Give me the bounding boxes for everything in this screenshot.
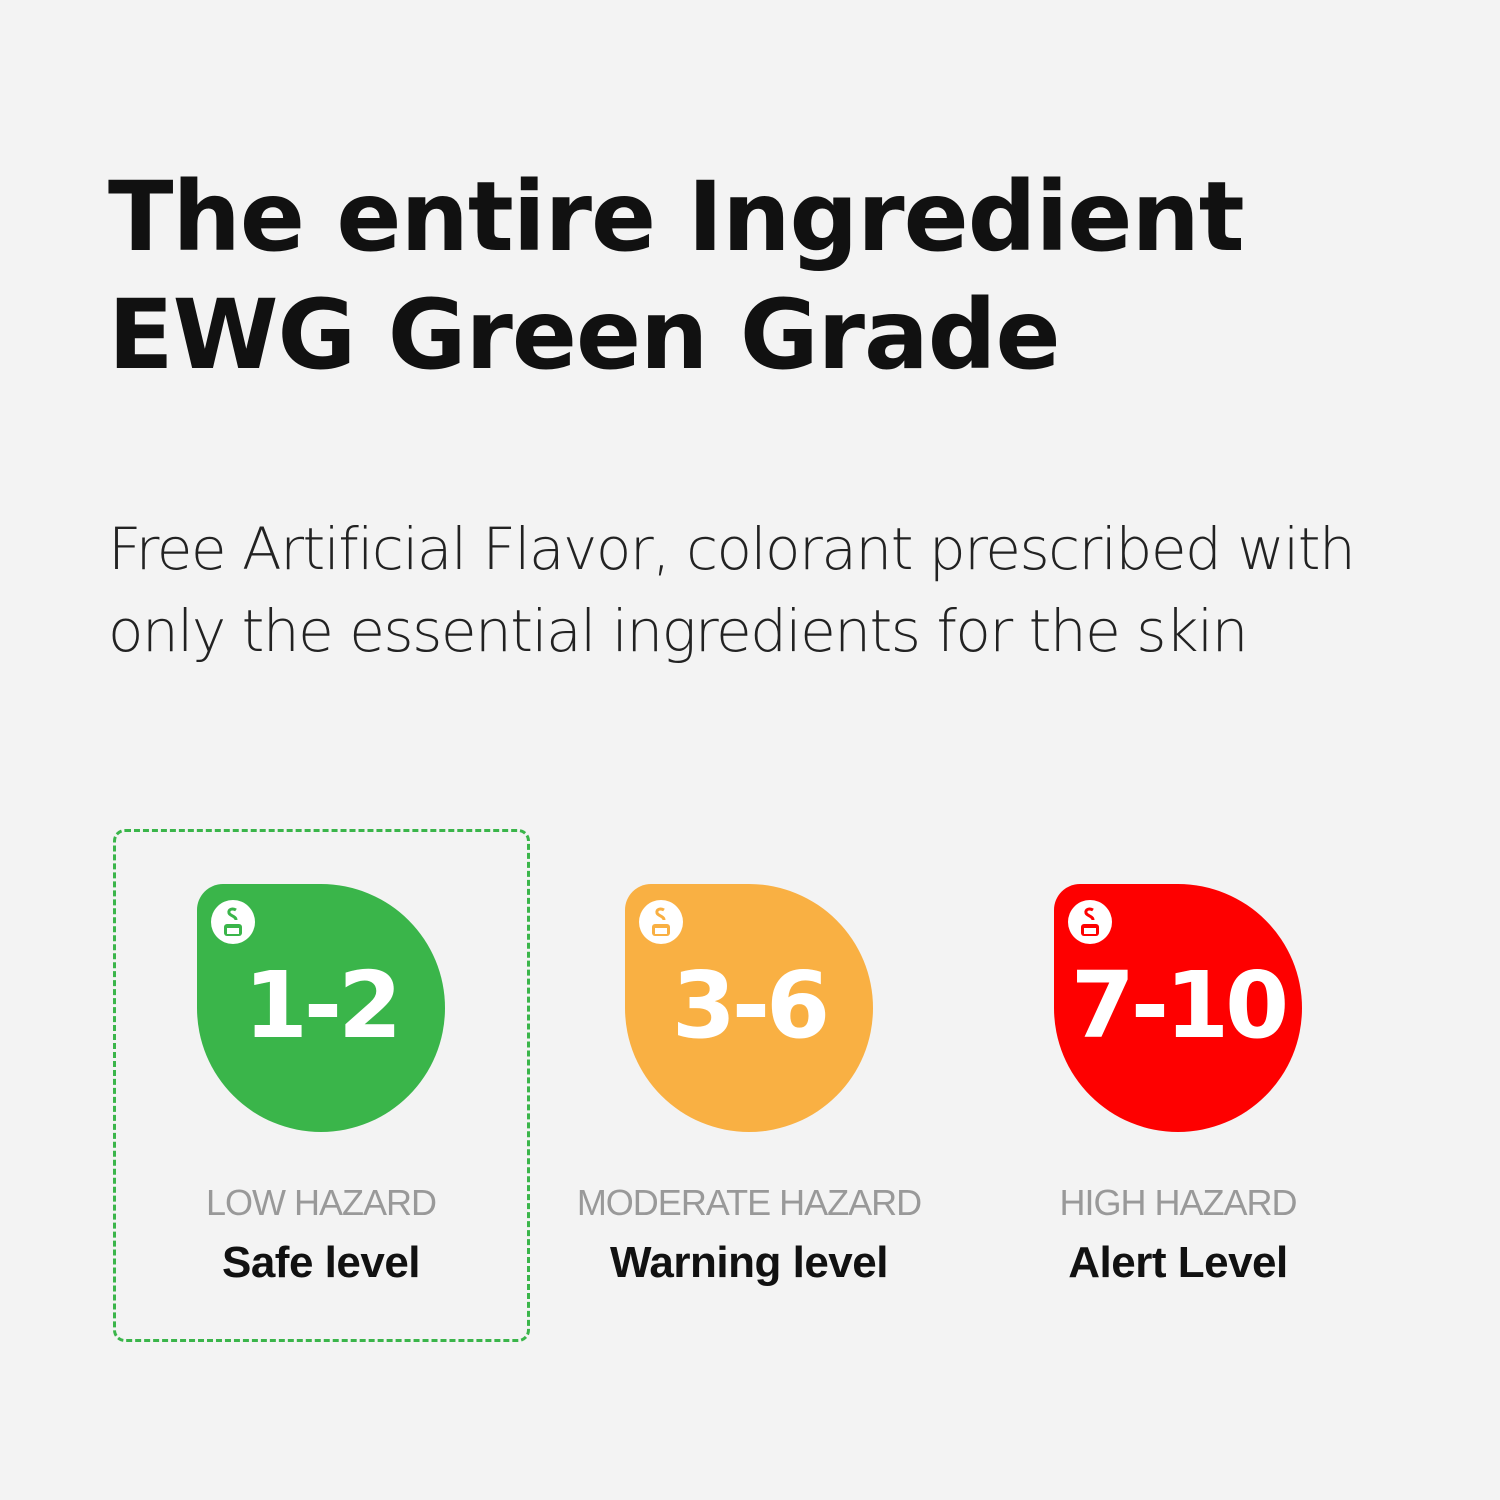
selected-grade-frame	[113, 829, 530, 1342]
level-label: Safe level	[221, 1238, 421, 1287]
skin-safe-icon	[639, 900, 683, 944]
hazard-label: LOW HAZARD	[205, 1182, 437, 1223]
grade-range: 1-2	[243, 952, 402, 1059]
subtitle-line-2: only the essential ingredients for the s…	[108, 597, 1248, 665]
skin-safe-icon	[211, 900, 255, 944]
grade-badge: 7-10	[1054, 884, 1302, 1132]
grade-badge: 3-6	[625, 884, 873, 1132]
grade-card-low: 1-2 LOW HAZARD Safe level	[106, 884, 536, 1288]
grade-range: 7-10	[1070, 952, 1289, 1059]
hazard-label: HIGH HAZARD	[1059, 1182, 1297, 1223]
level-label: Alert Level	[1068, 1238, 1288, 1287]
grade-badge: 1-2	[197, 884, 445, 1132]
skin-safe-icon	[1068, 900, 1112, 944]
title-line-2: EWG Green Grade	[108, 279, 1061, 391]
subtitle-line-1: Free Artificial Flavor, colorant prescri…	[108, 515, 1356, 583]
subtitle: Free Artificial Flavor, colorant prescri…	[108, 508, 1356, 672]
grade-card-moderate: 3-6 MODERATE HAZARD Warning level	[534, 884, 964, 1288]
page-title: The entire Ingredient EWG Green Grade	[108, 158, 1245, 394]
level-label: Warning level	[610, 1238, 888, 1287]
title-line-1: The entire Ingredient	[108, 161, 1245, 273]
grade-card-high: 7-10 HIGH HAZARD Alert Level	[963, 884, 1393, 1288]
grade-range: 3-6	[671, 952, 830, 1059]
hazard-label: MODERATE HAZARD	[576, 1182, 922, 1223]
